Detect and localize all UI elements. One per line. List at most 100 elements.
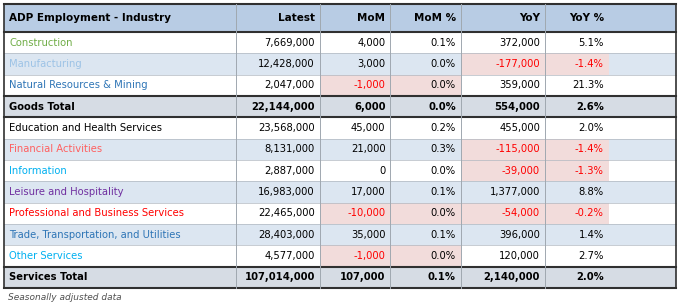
Bar xyxy=(4,32,676,53)
Text: ADP Employment - Industry: ADP Employment - Industry xyxy=(9,13,171,23)
Text: Information: Information xyxy=(9,166,67,176)
Bar xyxy=(545,160,609,181)
Text: 0.2%: 0.2% xyxy=(430,123,456,133)
Text: -39,000: -39,000 xyxy=(502,166,540,176)
Bar xyxy=(461,139,545,160)
Text: -10,000: -10,000 xyxy=(347,208,386,218)
Bar xyxy=(4,160,676,181)
Bar xyxy=(4,96,676,117)
Bar xyxy=(4,245,676,267)
Text: 0.0%: 0.0% xyxy=(431,166,456,176)
Text: Trade, Transportation, and Utilities: Trade, Transportation, and Utilities xyxy=(9,230,181,240)
Text: -54,000: -54,000 xyxy=(502,208,540,218)
Text: 0.1%: 0.1% xyxy=(430,230,456,240)
Text: MoM %: MoM % xyxy=(414,13,456,23)
Bar xyxy=(461,203,545,224)
Bar xyxy=(390,203,461,224)
Text: 2,140,000: 2,140,000 xyxy=(483,272,540,282)
Text: 2.0%: 2.0% xyxy=(579,123,604,133)
Bar xyxy=(390,75,461,96)
Text: 45,000: 45,000 xyxy=(351,123,386,133)
Bar xyxy=(4,139,676,160)
Text: 5.1%: 5.1% xyxy=(579,38,604,48)
Bar xyxy=(545,203,609,224)
Bar xyxy=(4,53,676,75)
Text: Financial Activities: Financial Activities xyxy=(9,144,102,154)
Bar xyxy=(4,267,676,288)
Text: 4,577,000: 4,577,000 xyxy=(265,251,315,261)
Text: 455,000: 455,000 xyxy=(499,123,540,133)
Bar xyxy=(320,203,390,224)
Text: 0.0%: 0.0% xyxy=(431,251,456,261)
Bar xyxy=(461,53,545,75)
Text: 23,568,000: 23,568,000 xyxy=(258,123,315,133)
Text: 21,000: 21,000 xyxy=(351,144,386,154)
Bar xyxy=(461,160,545,181)
Text: 0.0%: 0.0% xyxy=(428,102,456,112)
Text: Manufacturing: Manufacturing xyxy=(9,59,82,69)
Text: 16,983,000: 16,983,000 xyxy=(258,187,315,197)
Bar xyxy=(320,75,390,96)
Bar xyxy=(4,181,676,203)
Text: -1.3%: -1.3% xyxy=(575,166,604,176)
Text: 0.1%: 0.1% xyxy=(430,38,456,48)
Text: 35,000: 35,000 xyxy=(351,230,386,240)
Text: Education and Health Services: Education and Health Services xyxy=(9,123,162,133)
Text: 0.0%: 0.0% xyxy=(431,80,456,90)
Text: 1.4%: 1.4% xyxy=(579,230,604,240)
Text: MoM: MoM xyxy=(358,13,386,23)
Text: 2.0%: 2.0% xyxy=(576,272,604,282)
Bar xyxy=(545,139,609,160)
Text: 8.8%: 8.8% xyxy=(579,187,604,197)
Text: 120,000: 120,000 xyxy=(499,251,540,261)
Text: Other Services: Other Services xyxy=(9,251,82,261)
Bar xyxy=(4,4,676,32)
Text: -0.2%: -0.2% xyxy=(575,208,604,218)
Text: -1.4%: -1.4% xyxy=(575,144,604,154)
Text: 396,000: 396,000 xyxy=(499,230,540,240)
Text: 2,887,000: 2,887,000 xyxy=(265,166,315,176)
Text: Leisure and Hospitality: Leisure and Hospitality xyxy=(9,187,124,197)
Text: Construction: Construction xyxy=(9,38,73,48)
Text: 28,403,000: 28,403,000 xyxy=(258,230,315,240)
Bar xyxy=(4,203,676,224)
Text: 0: 0 xyxy=(379,166,386,176)
Text: Natural Resources & Mining: Natural Resources & Mining xyxy=(9,80,148,90)
Bar xyxy=(4,75,676,96)
Text: YoY %: YoY % xyxy=(568,13,604,23)
Text: Latest: Latest xyxy=(278,13,315,23)
Text: 3,000: 3,000 xyxy=(357,59,386,69)
Text: 2.6%: 2.6% xyxy=(576,102,604,112)
Text: 359,000: 359,000 xyxy=(499,80,540,90)
Text: -177,000: -177,000 xyxy=(495,59,540,69)
Text: -1,000: -1,000 xyxy=(354,80,386,90)
Bar xyxy=(390,245,461,267)
Text: 0.1%: 0.1% xyxy=(430,187,456,197)
Text: 2,047,000: 2,047,000 xyxy=(265,80,315,90)
Text: 8,131,000: 8,131,000 xyxy=(265,144,315,154)
Text: 0.3%: 0.3% xyxy=(431,144,456,154)
Text: Seasonally adjusted data: Seasonally adjusted data xyxy=(8,293,122,302)
Text: -1,000: -1,000 xyxy=(354,251,386,261)
Text: -115,000: -115,000 xyxy=(495,144,540,154)
Text: 21.3%: 21.3% xyxy=(572,80,604,90)
Text: 372,000: 372,000 xyxy=(499,38,540,48)
Text: YoY: YoY xyxy=(519,13,540,23)
Text: Goods Total: Goods Total xyxy=(9,102,75,112)
Text: 22,465,000: 22,465,000 xyxy=(258,208,315,218)
Text: 4,000: 4,000 xyxy=(357,38,386,48)
Text: 6,000: 6,000 xyxy=(354,102,386,112)
Text: 0.0%: 0.0% xyxy=(431,208,456,218)
Text: 107,014,000: 107,014,000 xyxy=(245,272,315,282)
Text: 0.1%: 0.1% xyxy=(428,272,456,282)
Text: 7,669,000: 7,669,000 xyxy=(265,38,315,48)
Bar xyxy=(4,224,676,245)
Text: 107,000: 107,000 xyxy=(340,272,386,282)
Bar xyxy=(545,53,609,75)
Text: 1,377,000: 1,377,000 xyxy=(490,187,540,197)
Text: 12,428,000: 12,428,000 xyxy=(258,59,315,69)
Text: Services Total: Services Total xyxy=(9,272,87,282)
Text: Professional and Business Services: Professional and Business Services xyxy=(9,208,184,218)
Text: 2.7%: 2.7% xyxy=(579,251,604,261)
Bar xyxy=(4,117,676,139)
